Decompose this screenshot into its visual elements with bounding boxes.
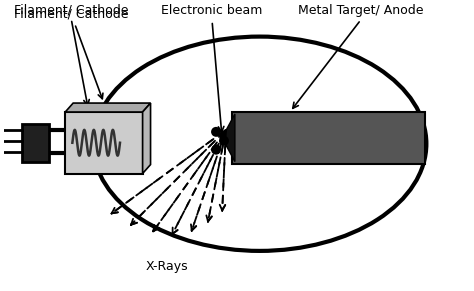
Polygon shape: [47, 131, 98, 152]
Circle shape: [211, 145, 221, 155]
Polygon shape: [222, 114, 235, 162]
Bar: [65, 112, 143, 173]
Text: Filament/ Cathode: Filament/ Cathode: [14, 8, 128, 99]
Bar: [232, 112, 425, 164]
Text: Metal Target/ Anode: Metal Target/ Anode: [298, 4, 424, 17]
Bar: [21, 124, 49, 162]
Circle shape: [219, 136, 229, 146]
Ellipse shape: [93, 37, 427, 251]
Text: Filament/ Cathode: Filament/ Cathode: [14, 4, 128, 17]
Polygon shape: [65, 103, 151, 112]
Polygon shape: [143, 103, 151, 173]
Circle shape: [211, 127, 221, 137]
Text: X-Rays: X-Rays: [146, 260, 189, 273]
Text: Electronic beam: Electronic beam: [161, 4, 263, 17]
